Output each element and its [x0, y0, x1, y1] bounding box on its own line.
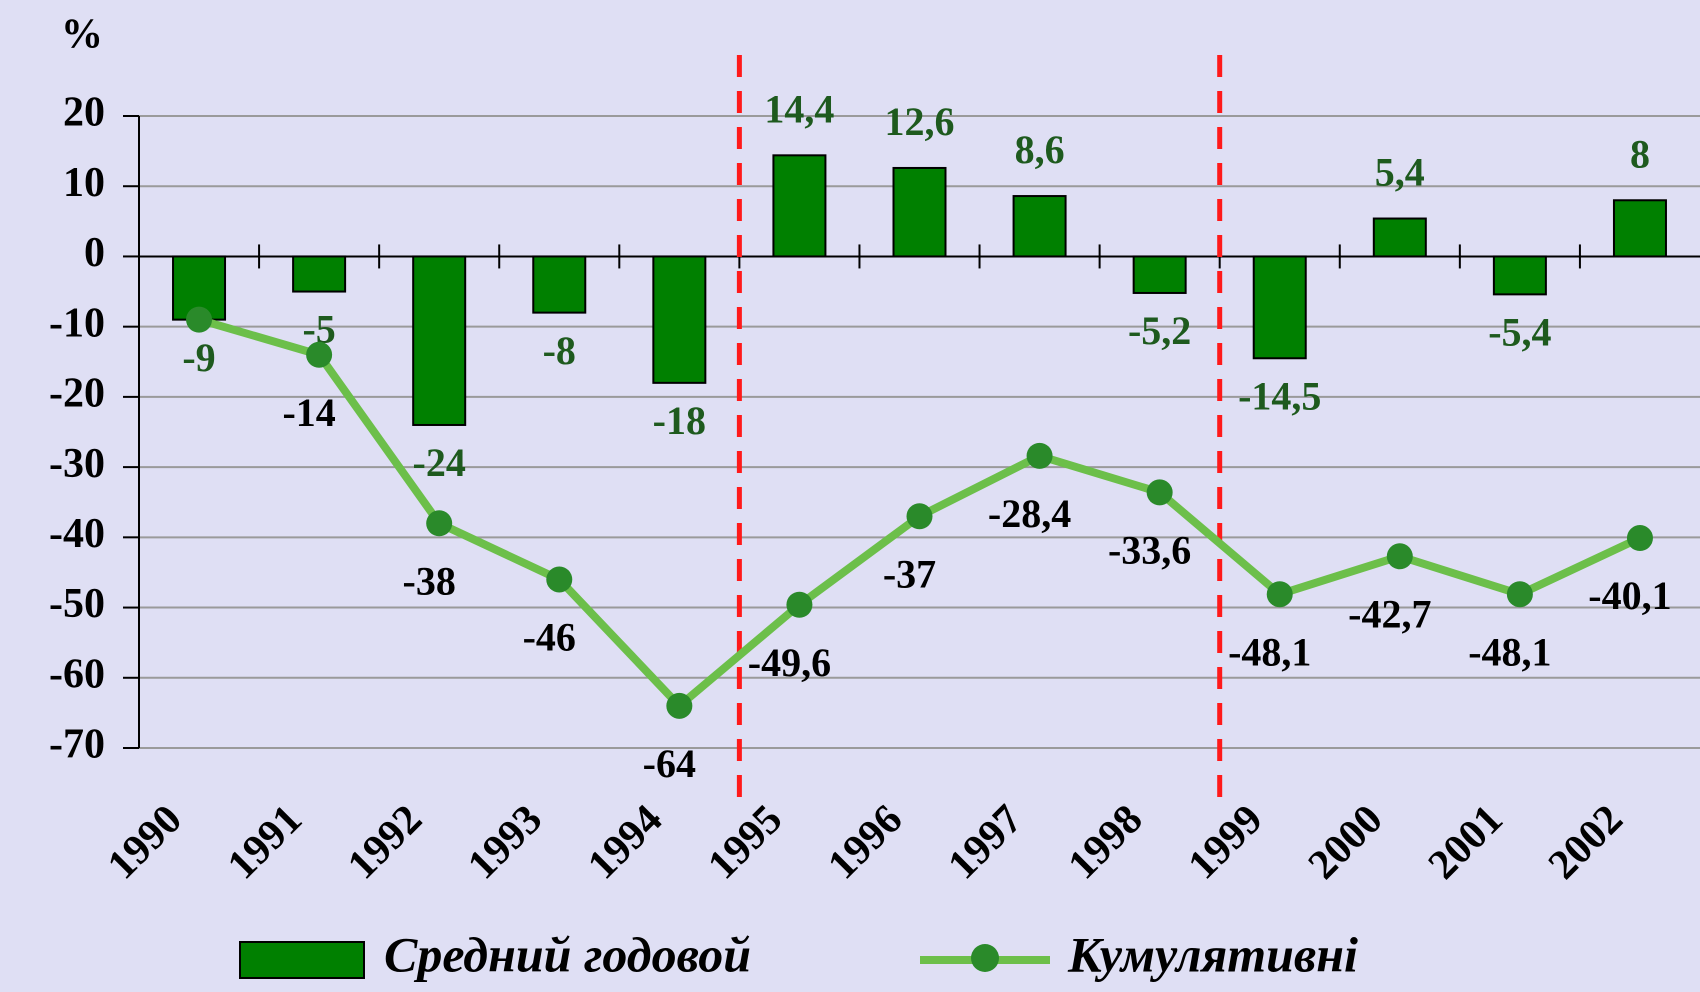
y-tick-label: 10: [63, 160, 105, 206]
legend-swatch: [971, 944, 999, 972]
line-value-label: -46: [523, 615, 576, 660]
bar-value-label: 8,6: [1015, 127, 1065, 172]
y-tick-label: -20: [49, 371, 105, 417]
x-tick-label: 2001: [1420, 796, 1512, 888]
y-axis-label: %: [61, 12, 103, 58]
bar-value-label: 8: [1630, 131, 1650, 176]
legend-label: Средний годовой: [384, 926, 751, 982]
bar: [532, 255, 587, 314]
bar-value-label: -18: [653, 398, 706, 443]
y-tick-label: -10: [49, 300, 105, 346]
line-value-label: -33,6: [1108, 528, 1191, 573]
line-value-label: -40,1: [1588, 573, 1671, 618]
line-value-label: -14: [282, 390, 335, 435]
line-marker: [1146, 479, 1173, 506]
legend-swatch: [239, 941, 365, 979]
line-marker: [786, 591, 813, 618]
line-value-label: -64: [643, 741, 696, 786]
line-value-label: -48,1: [1228, 629, 1311, 674]
bar: [1612, 199, 1667, 258]
x-tick-label: 1993: [459, 796, 551, 888]
line-marker: [186, 306, 213, 333]
y-tick-label: -60: [49, 651, 105, 697]
bar-value-label: -8: [543, 328, 576, 373]
bar: [412, 255, 467, 426]
line-value-label: -28,4: [988, 491, 1071, 536]
bar-value-label: 12,6: [885, 99, 955, 144]
bar: [292, 255, 347, 293]
legend-label: Кумулятивні: [1067, 926, 1358, 982]
bar-value-label: -5,2: [1128, 308, 1191, 353]
x-tick-label: 1992: [339, 796, 431, 888]
line-marker: [1506, 581, 1533, 608]
y-tick-label: -40: [49, 511, 105, 557]
x-tick-label: 1999: [1180, 796, 1272, 888]
x-tick-label: 1994: [579, 796, 671, 888]
bar: [1492, 255, 1547, 296]
bar: [652, 255, 707, 384]
bar: [1012, 195, 1067, 258]
line-marker: [546, 566, 573, 593]
bar: [1252, 255, 1307, 360]
y-tick-label: -50: [49, 581, 105, 627]
x-tick-label: 1991: [219, 796, 311, 888]
bar-value-label: -5,4: [1488, 310, 1551, 355]
y-tick-label: 0: [84, 230, 105, 276]
line-value-label: -37: [883, 551, 936, 596]
bar-value-label: -9: [182, 335, 215, 380]
y-tick-label: -70: [49, 722, 105, 768]
bar-value-label: 5,4: [1375, 150, 1425, 195]
line-marker: [666, 692, 693, 719]
y-tick-label: -30: [49, 441, 105, 487]
x-tick-label: 1997: [940, 796, 1032, 888]
line-marker: [306, 341, 333, 368]
line-marker: [1026, 442, 1053, 469]
x-tick-label: 2000: [1300, 796, 1392, 888]
bar: [892, 166, 947, 258]
bar: [1372, 217, 1427, 258]
bar-value-label: 14,4: [764, 86, 834, 131]
bar-value-label: -14,5: [1238, 373, 1321, 418]
line-value-label: -49,6: [748, 640, 831, 685]
bar: [1132, 255, 1187, 294]
x-tick-label: 1990: [99, 796, 191, 888]
line-marker: [1626, 525, 1653, 552]
x-tick-label: 1995: [699, 796, 791, 888]
line-marker: [1266, 581, 1293, 608]
line-value-label: -42,7: [1348, 591, 1431, 636]
line-value-label: -48,1: [1468, 629, 1551, 674]
bar-value-label: -24: [413, 440, 466, 485]
y-tick-label: 20: [63, 90, 105, 136]
x-tick-label: 1998: [1060, 796, 1152, 888]
line-marker: [1386, 543, 1413, 570]
line-value-label: -38: [403, 558, 456, 603]
bar: [772, 154, 827, 258]
line-marker: [426, 510, 453, 537]
line-marker: [906, 503, 933, 530]
x-tick-label: 1996: [819, 796, 911, 888]
x-tick-label: 2002: [1540, 796, 1632, 888]
